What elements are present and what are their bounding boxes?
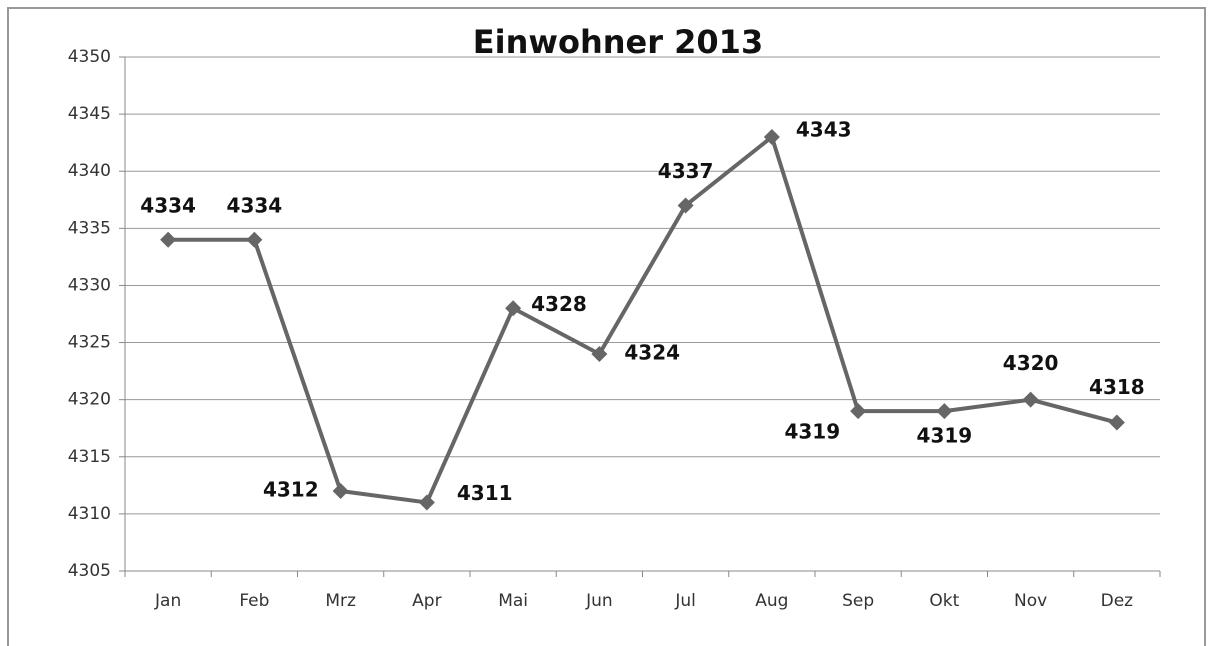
y-tick-label: 4320 (68, 390, 111, 410)
y-tick-label: 4310 (68, 504, 111, 524)
y-tick-label: 4345 (68, 104, 111, 124)
data-label: 4318 (1089, 375, 1145, 399)
y-tick-label: 4330 (68, 275, 111, 295)
x-tick-label: Feb (239, 591, 269, 611)
data-label: 4337 (658, 159, 714, 183)
x-tick-label: Mrz (325, 591, 356, 611)
marker (1108, 414, 1125, 431)
y-tick-label: 4350 (68, 47, 111, 67)
chart-title: Einwohner 2013 (473, 23, 763, 61)
x-tick-label: Nov (1014, 591, 1047, 611)
x-tick-label: Mai (498, 591, 528, 611)
marker (850, 403, 867, 420)
y-tick-label: 4340 (68, 161, 111, 181)
data-label: 4312 (263, 478, 319, 502)
marker (591, 345, 608, 362)
marker (418, 494, 435, 511)
y-tick-label: 4315 (68, 447, 111, 467)
line (168, 133, 1118, 505)
data-label: 4324 (624, 340, 680, 364)
frame (7, 7, 1206, 646)
y-tick-label: 4325 (68, 333, 111, 353)
y-tick-label: 4335 (68, 218, 111, 238)
x-tick-label: Jul (674, 591, 696, 611)
data-label: 4319 (784, 420, 840, 444)
marker (246, 231, 263, 248)
x-tick-label: Apr (412, 591, 441, 611)
x-tick-label: Okt (929, 591, 959, 611)
data-label: 4319 (917, 424, 973, 448)
x-tick-label: Jan (154, 591, 181, 611)
data-label: 4343 (796, 117, 852, 141)
marker (677, 197, 694, 214)
x-tick-label: Jun (585, 591, 613, 611)
x-tick-label: Sep (842, 591, 874, 611)
x-tick-label: Aug (755, 591, 788, 611)
marker (936, 403, 953, 420)
data-label: 4320 (1003, 351, 1059, 375)
marker (763, 128, 780, 145)
marker (160, 231, 177, 248)
marker (332, 483, 349, 500)
data-label: 4311 (457, 481, 513, 505)
y-tick-label: 4305 (68, 561, 111, 581)
data-label: 4328 (531, 292, 587, 316)
marker (1022, 391, 1039, 408)
data-label: 4334 (140, 193, 196, 217)
data-label: 4334 (227, 193, 283, 217)
x-tick-label: Dez (1101, 591, 1134, 611)
marker (505, 300, 522, 317)
